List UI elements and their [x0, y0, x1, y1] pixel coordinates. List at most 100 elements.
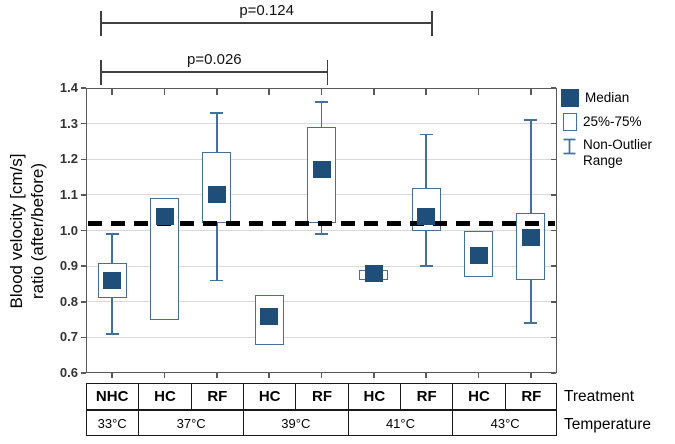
- treatment-cell: HC: [243, 383, 295, 410]
- median-marker: [521, 229, 540, 247]
- median-marker: [260, 307, 279, 325]
- x-tick-mark-top: [163, 89, 166, 95]
- x-tick-mark-bottom: [163, 373, 166, 378]
- x-tick-mark-top: [111, 89, 113, 95]
- whisker-lower-line: [320, 223, 323, 235]
- whisker-lower-line: [111, 298, 113, 334]
- whisker-lower-line: [530, 280, 532, 324]
- x-tick-mark-bottom: [216, 373, 218, 378]
- whisker-upper-cap: [419, 133, 433, 136]
- y-tick-mark-left: [81, 265, 86, 267]
- significance-bracket-end: [326, 60, 329, 85]
- y-tick-label: 0.7: [59, 329, 78, 345]
- y-tick-mark-right: [550, 194, 556, 196]
- median-marker: [469, 246, 488, 264]
- whisker-upper-cap: [315, 101, 328, 104]
- legend-item-median: Median: [559, 89, 673, 107]
- treatment-cell: RF: [400, 383, 452, 410]
- whisker-upper-line: [425, 134, 427, 188]
- treatment-row-label: Treatment: [564, 388, 635, 405]
- median-marker: [155, 207, 174, 225]
- y-tick-label: 0.8: [59, 293, 78, 309]
- x-tick-mark-top: [216, 89, 218, 95]
- significance-p-value: p=0.026: [187, 51, 242, 68]
- whisker-lower-cap: [105, 333, 119, 335]
- treatment-cell: NHC: [95, 388, 129, 405]
- temperature-cell: 41°C: [347, 410, 453, 436]
- treatment-cell: RF: [190, 383, 243, 410]
- x-tick-mark-bottom: [320, 373, 323, 378]
- significance-bracket-end: [100, 60, 102, 85]
- whisker-upper-line: [111, 234, 113, 263]
- legend-item-nonoutlier-range: Non-Outlier Range: [559, 137, 673, 169]
- y-tick-mark-right: [550, 372, 556, 374]
- x-axis-table-row-divider: [86, 409, 557, 411]
- temperature-cell: 37°C: [138, 410, 243, 436]
- y-tick-mark-left: [81, 336, 86, 339]
- y-tick-mark-left: [81, 122, 86, 125]
- y-tick-mark-left: [81, 372, 86, 374]
- gridline: [86, 336, 557, 338]
- legend-item-quartiles: 25%-75%: [559, 113, 673, 131]
- treatment-cell: HC: [138, 383, 190, 410]
- whisker-upper-line: [320, 102, 323, 128]
- x-tick-mark-top: [477, 89, 480, 95]
- x-tick-mark-bottom: [373, 373, 375, 378]
- y-tick-mark-right: [550, 158, 556, 161]
- whisker-upper-cap: [524, 119, 538, 121]
- x-tick-mark-top: [530, 89, 532, 95]
- whisker-upper-cap: [105, 233, 119, 235]
- gridline: [86, 265, 557, 267]
- whisker-upper-line: [530, 120, 532, 213]
- y-tick-mark-right: [550, 229, 556, 232]
- quartile-box-swatch-icon: [563, 113, 577, 131]
- median-marker: [417, 207, 436, 225]
- x-tick-mark-top: [320, 89, 323, 95]
- significance-bracket-end: [431, 11, 433, 36]
- significance-bracket-end: [100, 11, 102, 36]
- whisker-lower-cap: [210, 279, 224, 282]
- treatment-cell: HC: [452, 383, 504, 410]
- significance-p-value: p=0.124: [239, 2, 294, 19]
- whisker-upper-cap: [210, 112, 224, 114]
- treatment-cell: RF: [504, 383, 557, 410]
- legend-label-nonoutlier-range: Non-Outlier Range: [583, 137, 653, 168]
- median-marker: [103, 271, 122, 289]
- whisker-lower-line: [216, 223, 218, 281]
- x-tick-mark-top: [425, 89, 427, 95]
- temperature-cell: 39°C: [243, 410, 348, 436]
- y-tick-label: 1.4: [59, 80, 78, 95]
- y-tick-label: 1.3: [59, 115, 78, 131]
- y-tick-label: 1.1: [59, 186, 78, 202]
- x-tick-mark-top: [268, 89, 270, 95]
- reference-dashed-line: [88, 220, 555, 226]
- y-tick-label: 1.0: [59, 222, 78, 238]
- significance-bracket-line: [101, 22, 433, 24]
- median-swatch-icon: [561, 89, 579, 107]
- whisker-lower-cap: [524, 322, 538, 324]
- y-tick-mark-right: [550, 122, 556, 125]
- y-tick-mark-left: [81, 229, 86, 232]
- y-tick-mark-left: [81, 194, 86, 196]
- x-tick-mark-bottom: [530, 373, 532, 378]
- y-tick-mark-right: [550, 87, 556, 89]
- median-marker: [207, 186, 226, 204]
- median-marker: [312, 161, 331, 179]
- plot-border: [86, 88, 557, 373]
- whisker-range-swatch-icon: [563, 138, 576, 155]
- y-tick-label: 1.2: [59, 151, 78, 167]
- y-tick-mark-left: [81, 301, 86, 303]
- y-tick-mark-right: [550, 265, 556, 267]
- temperature-cell: 33°C: [97, 415, 127, 431]
- x-tick-mark-top: [373, 89, 375, 95]
- whisker-lower-cap: [419, 265, 433, 267]
- y-tick-mark-left: [81, 158, 86, 161]
- x-tick-mark-bottom: [111, 373, 113, 378]
- y-tick-mark-left: [81, 87, 86, 89]
- whisker-upper-line: [216, 112, 218, 153]
- temperature-row-label: Temperature: [564, 416, 652, 433]
- y-tick-label: 0.9: [59, 258, 78, 274]
- y-tick-mark-right: [550, 301, 556, 303]
